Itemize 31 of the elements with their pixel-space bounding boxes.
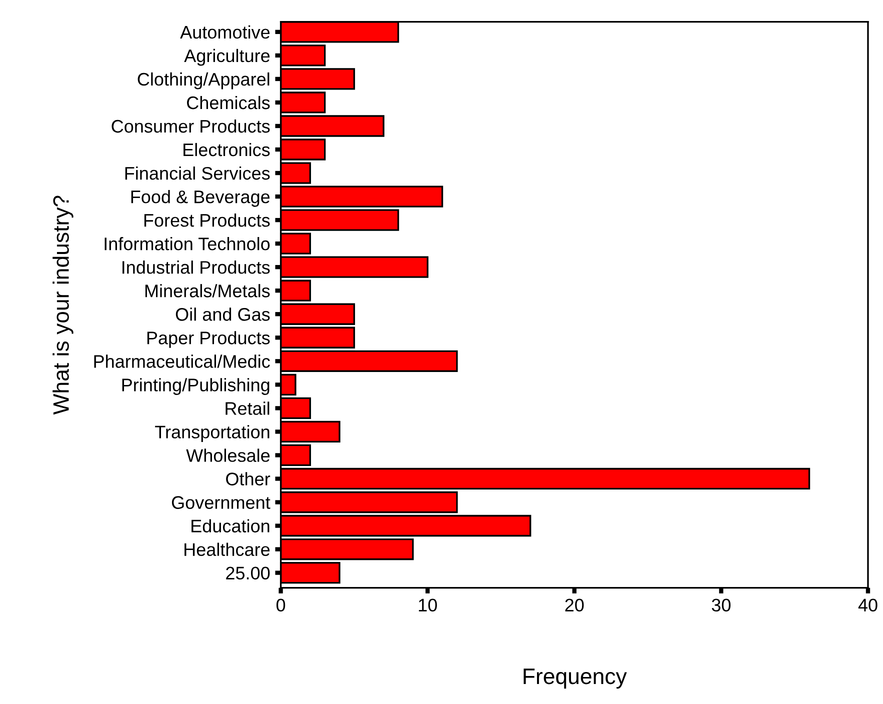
y-tick-label: Information Technolo <box>104 237 270 250</box>
y-tick-label: Forest Products <box>144 214 270 227</box>
x-tick-label: 0 <box>276 598 286 612</box>
x-tick-label: 30 <box>712 598 731 612</box>
y-tick-label: Consumer Products <box>112 119 270 133</box>
y-tick-label: Financial Services <box>125 166 270 180</box>
y-tick-label: Electronics <box>184 142 270 156</box>
y-tick-label: Automotive <box>180 25 270 39</box>
y-tick-label: Oil and Gas <box>176 308 270 321</box>
y-tick-label: Healthcare <box>184 542 270 556</box>
y-tick-label: Wholesale <box>186 448 270 462</box>
x-tick-label: 20 <box>565 598 584 612</box>
y-tick-label: Retail <box>226 402 270 415</box>
y-tick-label: Clothing/Apparel <box>138 72 270 90</box>
y-tick-label: Minerals/Metals <box>145 284 270 298</box>
y-tick-label: Education <box>192 519 270 532</box>
y-tick-label: Other <box>226 472 270 486</box>
y-tick-label: Food & Beverage <box>131 190 270 207</box>
y-axis-title: What is your industry? <box>52 196 74 415</box>
y-tick-label: Pharmaceutical/Medic <box>94 354 270 368</box>
y-tick-label: Chemicals <box>187 96 270 110</box>
x-axis-title: Frequency <box>524 668 627 689</box>
y-tick-label: Printing/Publishing <box>122 378 270 395</box>
y-tick-label: Agriculture <box>184 48 270 66</box>
y-tick-label: Government <box>172 496 270 509</box>
x-tick-label: 40 <box>858 598 878 612</box>
y-tick-label: 25.00 <box>226 566 270 580</box>
y-tick-label: Transportation <box>155 425 270 442</box>
x-tick-label: 10 <box>418 598 437 612</box>
y-tick-label: Industrial Products <box>122 260 270 274</box>
y-tick-label: Paper Products <box>147 331 270 348</box>
